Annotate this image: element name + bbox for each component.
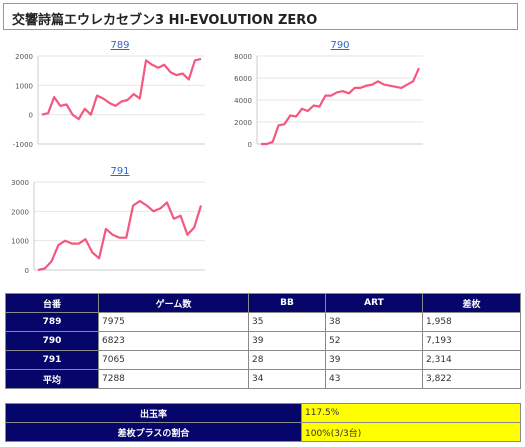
cell-art: 39 [325, 350, 423, 370]
y-tick-label: 1000 [15, 82, 33, 90]
header-diff: 差枚 [422, 293, 521, 313]
y-tick-label: 0 [248, 141, 252, 149]
cell-art: 38 [325, 312, 423, 332]
chart-790: 790 8000 6000 4000 2000 0 [215, 40, 430, 160]
page-title-bar: 交響詩篇エウレカセブン3 HI-EVOLUTION ZERO [3, 3, 518, 30]
cell-games: 7065 [98, 350, 249, 370]
chart-791: 791 3000 2000 1000 0 [0, 166, 215, 286]
table-row-average: 平均 7288 34 43 3,822 [5, 369, 521, 389]
stats-header-row: 台番 ゲーム数 BB ART 差枚 [5, 293, 521, 313]
chart-790-svg: 8000 6000 4000 2000 0 [234, 53, 423, 149]
y-tick-label: -1000 [13, 141, 33, 149]
y-tick-label: 3000 [11, 179, 29, 187]
cell-games: 6823 [98, 331, 249, 351]
table-row: 791 7065 28 39 2,314 [5, 350, 521, 370]
page-title: 交響詩篇エウレカセブン3 HI-EVOLUTION ZERO [12, 13, 318, 28]
y-tick-label: 2000 [11, 208, 29, 216]
stats-table: 台番 ゲーム数 BB ART 差枚 789 7975 35 38 1,958 7… [5, 293, 521, 389]
summary-label: 差枚プラスの割合 [5, 422, 302, 442]
row-label: 791 [5, 350, 99, 370]
series-line [41, 57, 202, 121]
cell-diff: 3,822 [422, 369, 521, 389]
y-tick-label: 8000 [234, 53, 252, 61]
cell-bb: 35 [248, 312, 326, 332]
cell-diff: 7,193 [422, 331, 521, 351]
summary-label: 出玉率 [5, 403, 302, 423]
cell-games: 7975 [98, 312, 249, 332]
chart-791-link[interactable]: 791 [110, 166, 130, 177]
summary-value: 117.5% [301, 403, 521, 423]
row-label: 790 [5, 331, 99, 351]
header-game-count: ゲーム数 [98, 293, 249, 313]
header-bb: BB [248, 293, 326, 313]
y-tick-label: 1000 [11, 238, 29, 246]
cell-bb: 39 [248, 331, 326, 351]
row-label: 789 [5, 312, 99, 332]
summary-table: 出玉率 117.5% 差枚プラスの割合 100%(3/3台) [5, 403, 521, 442]
summary-row-plus-ratio: 差枚プラスの割合 100%(3/3台) [5, 422, 521, 442]
row-label: 平均 [5, 369, 99, 389]
chart-790-link[interactable]: 790 [330, 40, 350, 51]
cell-bb: 28 [248, 350, 326, 370]
series-line [37, 200, 203, 272]
cell-diff: 1,958 [422, 312, 521, 332]
cell-art: 52 [325, 331, 423, 351]
table-row: 790 6823 39 52 7,193 [5, 331, 521, 351]
cell-bb: 34 [248, 369, 326, 389]
chart-791-svg: 3000 2000 1000 0 [11, 179, 205, 275]
chart-789-link[interactable]: 789 [110, 40, 130, 51]
summary-row-payout: 出玉率 117.5% [5, 403, 521, 423]
series-line [261, 67, 421, 146]
table-row: 789 7975 35 38 1,958 [5, 312, 521, 332]
y-tick-label: 0 [29, 112, 33, 120]
y-tick-label: 2000 [234, 119, 252, 127]
summary-value: 100%(3/3台) [301, 422, 521, 442]
cell-diff: 2,314 [422, 350, 521, 370]
header-art: ART [325, 293, 423, 313]
y-tick-label: 2000 [15, 53, 33, 61]
y-tick-label: 0 [25, 267, 29, 275]
chart-789-svg: 2000 1000 0 -1000 [13, 53, 205, 149]
header-machine-number: 台番 [5, 293, 99, 313]
cell-games: 7288 [98, 369, 249, 389]
y-tick-label: 6000 [234, 75, 252, 83]
chart-789: 789 2000 1000 0 -1000 [0, 40, 215, 160]
y-tick-label: 4000 [234, 97, 252, 105]
cell-art: 43 [325, 369, 423, 389]
